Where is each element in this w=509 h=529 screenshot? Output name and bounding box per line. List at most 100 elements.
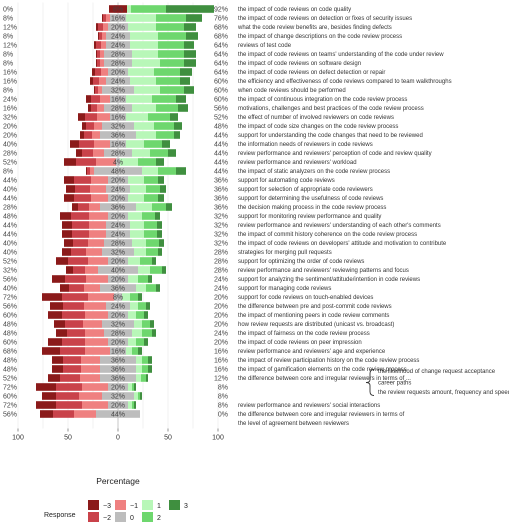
bar-segment-pos2 (150, 149, 168, 157)
bar-segment-neg3 (48, 338, 62, 346)
bar-segment-0 (108, 401, 128, 409)
bar-segment-pos3 (146, 374, 148, 382)
bar-segment-neg2 (97, 50, 100, 58)
bar-segment-pos1 (128, 383, 132, 391)
bar-segment-neg2 (86, 122, 94, 130)
bar-segment-pos2 (138, 275, 148, 283)
bar-segment-pos1 (130, 77, 156, 85)
left-pct-label: 48% (3, 322, 17, 329)
bar-segment-neg3 (42, 293, 62, 301)
bar-segment-neg1 (88, 293, 114, 301)
mid-pct-label: 8% (113, 295, 123, 302)
bar-segment-neg1 (82, 383, 108, 391)
mid-pct-label: 28% (111, 106, 125, 113)
bar-segment-0 (102, 122, 134, 130)
right-pct-label: 24% (214, 286, 228, 293)
bar-segment-neg1 (96, 158, 116, 166)
bar-segment-pos2 (152, 95, 176, 103)
left-pct-label: 40% (3, 187, 17, 194)
row-label: when code reviews should be performed (237, 88, 346, 94)
row-label: the impact of commit history coherence o… (238, 232, 417, 238)
right-pct-label: 44% (214, 133, 228, 140)
left-pct-label: 72% (3, 403, 17, 410)
left-pct-label: 32% (3, 115, 17, 122)
bar-segment-neg2 (62, 311, 85, 319)
right-pct-label: 8% (218, 394, 228, 401)
left-pct-label: 72% (3, 385, 17, 392)
mid-pct-label: 16% (111, 142, 125, 149)
bar-segment-neg2 (87, 167, 90, 175)
bar-segment-neg1 (89, 203, 100, 211)
bar-segment-pos3 (180, 68, 192, 76)
mid-pct-label: 28% (111, 52, 125, 59)
bar-segment-pos2 (142, 320, 150, 328)
row-label: support for selection of appropriate cod… (238, 187, 373, 193)
legend-swatch (169, 500, 180, 510)
bar-segment-pos3 (152, 329, 156, 337)
bar-segment-neg3 (76, 149, 82, 157)
row-labels-layer: the impact of code reviews on code quali… (237, 7, 452, 427)
bar-segment-neg3 (102, 14, 103, 22)
bar-segment-0 (106, 32, 130, 40)
bar-segment-pos3 (184, 50, 196, 58)
row-label: the decision making process in the code … (238, 205, 386, 211)
bar-segment-pos3 (176, 167, 186, 175)
left-pct-label: 56% (3, 412, 17, 419)
bar-segment-pos3 (166, 5, 214, 13)
left-pct-label: 8% (3, 88, 13, 95)
bar-segment-pos2 (144, 230, 157, 238)
right-pct-label: 44% (214, 151, 228, 158)
mid-pct-label: 24% (111, 223, 125, 230)
row-label: the impact of code reviews on developers… (238, 241, 447, 247)
left-pct-label: 28% (3, 151, 17, 158)
bar-segment-0 (100, 203, 136, 211)
mid-pct-label: 28% (111, 241, 125, 248)
bar-segment-pos3 (148, 356, 152, 364)
bar-segment-pos2 (142, 212, 155, 220)
mid-pct-label: 16% (111, 97, 125, 104)
bar-segment-pos2 (130, 293, 138, 301)
bar-segment-neg1 (91, 194, 108, 202)
bar-segment-neg2 (71, 248, 86, 256)
bar-segment-pos1 (134, 86, 160, 94)
left-pct-label: 12% (3, 43, 17, 50)
bar-segment-pos2 (160, 59, 184, 67)
row-label: the impact of code reviews on detection … (238, 16, 412, 22)
row-label: the difference between pre and post-comm… (238, 304, 392, 310)
bar-segment-neg2 (63, 365, 81, 373)
bar-segment-pos3 (156, 284, 160, 292)
bar-segment-neg1 (79, 392, 102, 400)
legend-swatch (142, 500, 153, 510)
bar-segment-neg3 (94, 86, 95, 94)
bar-segment-pos2 (138, 392, 140, 400)
mid-pct-label: 32% (111, 88, 125, 95)
bar-segment-neg3 (62, 230, 72, 238)
bar-segment-0 (100, 131, 136, 139)
bar-segment-0 (110, 113, 126, 121)
bar-segment-neg1 (97, 113, 110, 121)
bar-segment-pos3 (150, 320, 154, 328)
bar-segment-pos3 (184, 86, 194, 94)
bar-segment-neg3 (82, 122, 86, 130)
row-label: support for analyzing the sentiment/atti… (238, 277, 420, 283)
bar-segment-pos1 (128, 401, 132, 409)
bar-segment-neg1 (86, 248, 102, 256)
row-label: the impact of gamification elements on t… (238, 367, 407, 373)
bar-segment-pos1 (130, 185, 146, 193)
bar-segment-neg2 (62, 338, 85, 346)
bar-segment-pos3 (162, 266, 166, 274)
bar-segment-pos2 (146, 284, 156, 292)
mid-pct-label: 28% (111, 331, 125, 338)
bar-segment-neg3 (56, 329, 67, 337)
right-pct-label: 16% (214, 358, 228, 365)
bar-segment-neg3 (64, 158, 76, 166)
bar-segment-neg1 (88, 239, 104, 247)
right-pct-label: 32% (214, 214, 228, 221)
bar-segment-neg2 (69, 284, 84, 292)
x-axis-title: Percentage (96, 476, 140, 486)
right-pct-label: 60% (214, 88, 228, 95)
bar-segment-0 (106, 77, 130, 85)
right-pct-label: 28% (214, 268, 228, 275)
bar-segment-neg2 (73, 266, 85, 274)
bar-segment-neg3 (60, 284, 69, 292)
